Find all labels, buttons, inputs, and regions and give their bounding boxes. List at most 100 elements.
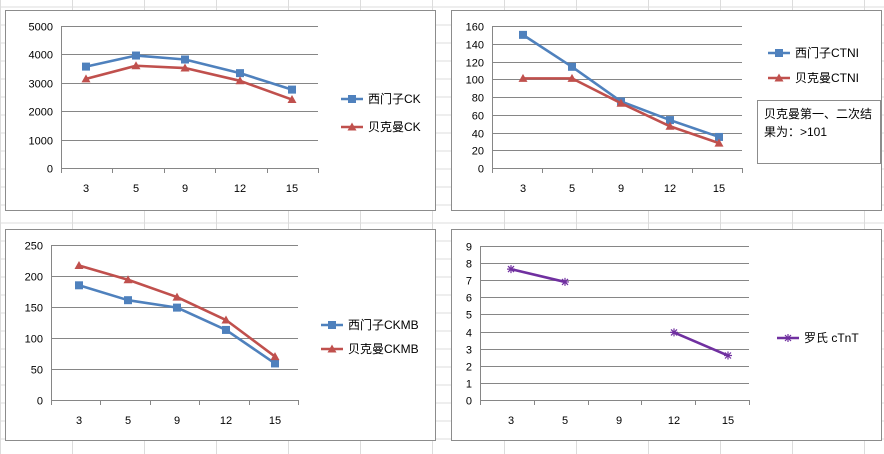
legend-label: 西门子CKMB: [348, 317, 419, 332]
y-tick-label: 40: [472, 129, 484, 141]
data-point: [172, 292, 182, 301]
data-point: [519, 30, 527, 39]
data-point: [181, 55, 189, 64]
y-tick-label: 120: [466, 58, 484, 70]
legend-marker: [784, 334, 792, 342]
data-point: [507, 265, 515, 274]
x-tick-label: 5: [125, 415, 131, 427]
x-tick-label: 12: [664, 183, 676, 195]
legend-marker: [327, 344, 337, 353]
y-tick-label: 0: [466, 396, 472, 408]
y-tick-label: 5000: [29, 22, 53, 34]
x-tick-label: 9: [174, 415, 180, 427]
chart-ctnt[interactable]: 0 1 2 3 4 5 6 7 8 9 3 5 9 12 15 罗氏 cTnT: [451, 229, 882, 441]
legend-label: 西门子CK: [368, 91, 421, 106]
data-point: [235, 76, 245, 85]
data-point: [518, 73, 528, 82]
y-tick-label: 140: [466, 40, 484, 52]
ctni-annotation: 贝克曼第一、二次结果为：>101: [757, 100, 881, 164]
legend-marker: [348, 95, 356, 103]
series-line: [522, 33, 720, 139]
data-point: [132, 51, 140, 60]
y-tick-label: 160: [466, 22, 484, 34]
data-point: [670, 328, 678, 337]
y-tick-label: 150: [25, 303, 43, 315]
y-tick-label: 8: [466, 259, 472, 271]
data-point: [180, 63, 190, 72]
y-tick-label: 9: [466, 242, 472, 254]
x-tick-label: 9: [616, 415, 622, 427]
data-point: [82, 62, 90, 71]
ctni-annotation-text: 贝克曼第一、二次结果为：>101: [764, 107, 873, 139]
chart-ctni[interactable]: 0 20 40 60 80 100 120 140 160 3 5 9 12 15 西门子CTNI 贝克曼CT…: [451, 10, 882, 211]
x-tick-label: 9: [182, 183, 188, 195]
y-tick-label: 4000: [29, 50, 53, 62]
y-tick-label: 20: [472, 146, 484, 158]
y-tick-label: 2: [466, 362, 472, 374]
data-point: [714, 138, 724, 147]
y-tick-label: 200: [25, 272, 43, 284]
x-tick-label: 15: [269, 415, 281, 427]
x-tick-label: 9: [618, 183, 624, 195]
chart-ctni-svg: 0 20 40 60 80 100 120 140 160 3 5 9 12 15 西门子CTNI 贝克曼CT…: [466, 22, 859, 196]
y-tick-label: 0: [478, 164, 484, 176]
series-line: [510, 267, 566, 284]
y-tick-label: 3: [466, 345, 472, 357]
legend-marker: [328, 321, 336, 329]
y-tick-label: 1: [466, 379, 472, 391]
legend-label: 贝克曼CTNI: [795, 71, 859, 85]
data-point: [222, 325, 230, 334]
y-tick-label: 6: [466, 293, 472, 305]
legend-label: 贝克曼CKMB: [348, 342, 419, 356]
data-point: [616, 98, 626, 107]
x-tick-label: 12: [220, 415, 232, 427]
chart-ck-svg: 0 1000 2000 3000 4000 5000 3 5 9 12 15 西门子CK 贝克曼CK: [29, 22, 421, 196]
x-tick-label: 15: [286, 183, 298, 195]
data-point: [568, 62, 576, 71]
data-point: [561, 277, 569, 286]
legend-marker: [775, 49, 783, 57]
data-point: [567, 73, 577, 82]
y-tick-label: 0: [37, 396, 43, 408]
x-tick-label: 3: [83, 183, 89, 195]
data-point: [288, 85, 296, 94]
data-point: [124, 296, 132, 305]
y-tick-label: 7: [466, 276, 472, 288]
data-point: [271, 359, 279, 368]
data-point: [75, 281, 83, 290]
data-point: [287, 95, 297, 104]
y-tick-label: 60: [472, 111, 484, 123]
chart-ckmb-svg: 0 50 100 150 200 250 3 5 9 12 15 西门子CKMB 贝克曼CKMB: [25, 241, 419, 428]
data-point: [173, 303, 181, 312]
x-tick-label: 3: [76, 415, 82, 427]
y-tick-label: 50: [31, 365, 43, 377]
x-tick-label: 5: [133, 183, 139, 195]
legend-marker: [347, 122, 357, 131]
y-tick-label: 2000: [29, 107, 53, 119]
x-tick-label: 15: [722, 415, 734, 427]
y-tick-label: 3000: [29, 79, 53, 91]
y-tick-label: 5: [466, 310, 472, 322]
data-point: [221, 315, 231, 324]
data-point: [123, 275, 133, 284]
x-tick-label: 3: [508, 415, 514, 427]
y-tick-label: 100: [466, 75, 484, 87]
data-point: [270, 352, 280, 361]
x-tick-label: 15: [713, 183, 725, 195]
y-tick-label: 1000: [29, 136, 53, 148]
series-line: [673, 331, 729, 357]
data-point: [665, 121, 675, 130]
y-tick-label: 0: [47, 164, 53, 176]
chart-ck[interactable]: 0 1000 2000 3000 4000 5000 3 5 9 12 15 西门子CK 贝克曼CK: [5, 10, 436, 211]
y-tick-label: 100: [25, 334, 43, 346]
legend-label: 罗氏 cTnT: [804, 331, 859, 345]
chart-ckmb[interactable]: 0 50 100 150 200 250 3 5 9 12 15 西门子CKMB 贝克曼CKMB: [5, 229, 436, 441]
x-tick-label: 5: [569, 183, 575, 195]
x-tick-label: 3: [520, 183, 526, 195]
data-point: [74, 260, 84, 269]
y-tick-label: 250: [25, 241, 43, 253]
x-tick-label: 5: [562, 415, 568, 427]
y-tick-label: 80: [472, 93, 484, 105]
data-point: [724, 351, 732, 360]
